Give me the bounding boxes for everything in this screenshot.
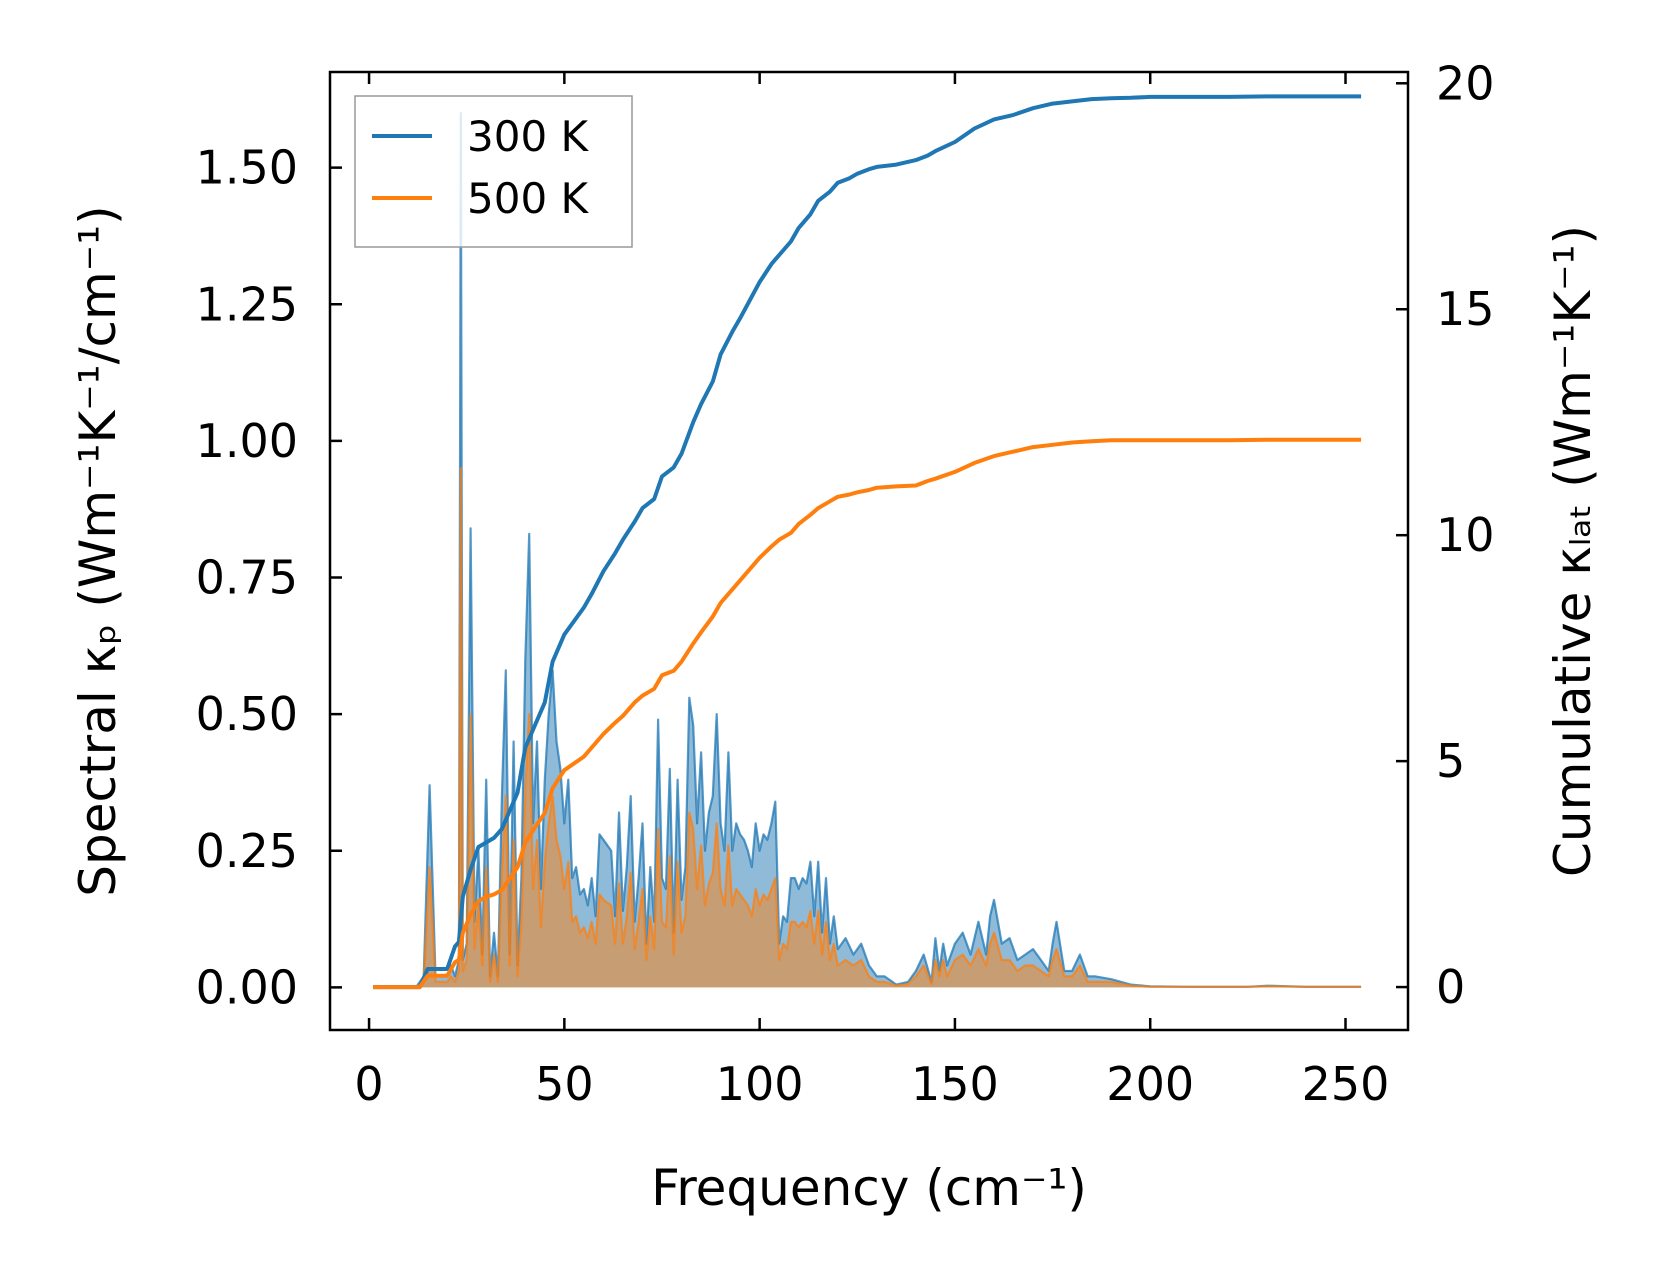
- legend: 300 K 500 K: [354, 95, 633, 248]
- legend-box: [354, 95, 633, 248]
- x-tick-label: 150: [911, 1057, 999, 1111]
- cumulative-line-1: [373, 437, 1362, 990]
- x-tick-label: 200: [1106, 1057, 1194, 1111]
- spectral-line-0: [373, 111, 1362, 989]
- x-tick-label: 50: [535, 1057, 594, 1111]
- x-axis-label: Frequency (cm⁻¹): [651, 1159, 1087, 1217]
- x-tick-label: 100: [716, 1057, 804, 1111]
- right-tick-label: 10: [1436, 508, 1495, 562]
- spectral-fill-1: [373, 468, 1362, 988]
- right-tick-label: 20: [1436, 56, 1495, 110]
- x-tick-label: 0: [354, 1057, 383, 1111]
- axis-ticks: [330, 72, 1408, 1030]
- left-tick-label: 0.25: [196, 824, 298, 878]
- left-axis-label: Spectral κₚ (Wm⁻¹K⁻¹/cm⁻¹): [69, 205, 127, 896]
- spectral-fill-areas: [373, 113, 1362, 988]
- x-tick-label: 250: [1302, 1057, 1390, 1111]
- left-tick-label: 1.50: [196, 141, 298, 195]
- spectral-line-1: [373, 467, 1362, 989]
- legend-label-500k: 500 K: [467, 174, 590, 223]
- right-tick-label: 15: [1436, 282, 1495, 336]
- right-axis-label: Cumulative κₗₐₜ (Wm⁻¹K⁻¹): [1544, 225, 1602, 877]
- left-tick-label: 0.50: [196, 687, 298, 741]
- cumulative-lines: [373, 94, 1362, 990]
- cumulative-line-0: [373, 94, 1362, 990]
- legend-label-300k: 300 K: [467, 112, 590, 161]
- right-tick-label: 0: [1436, 960, 1465, 1014]
- left-tick-label: 1.00: [196, 414, 298, 468]
- plot-frame: [328, 70, 1410, 1032]
- right-tick-label: 5: [1436, 734, 1465, 788]
- left-tick-label: 0.75: [196, 551, 298, 605]
- tick-labels: 0 50 100 150 200 2500.000.250.500.751.001.251…: [196, 56, 1495, 1111]
- spectral-lines: [373, 111, 1362, 989]
- left-tick-label: 0.00: [196, 960, 298, 1014]
- left-tick-label: 1.25: [196, 277, 298, 331]
